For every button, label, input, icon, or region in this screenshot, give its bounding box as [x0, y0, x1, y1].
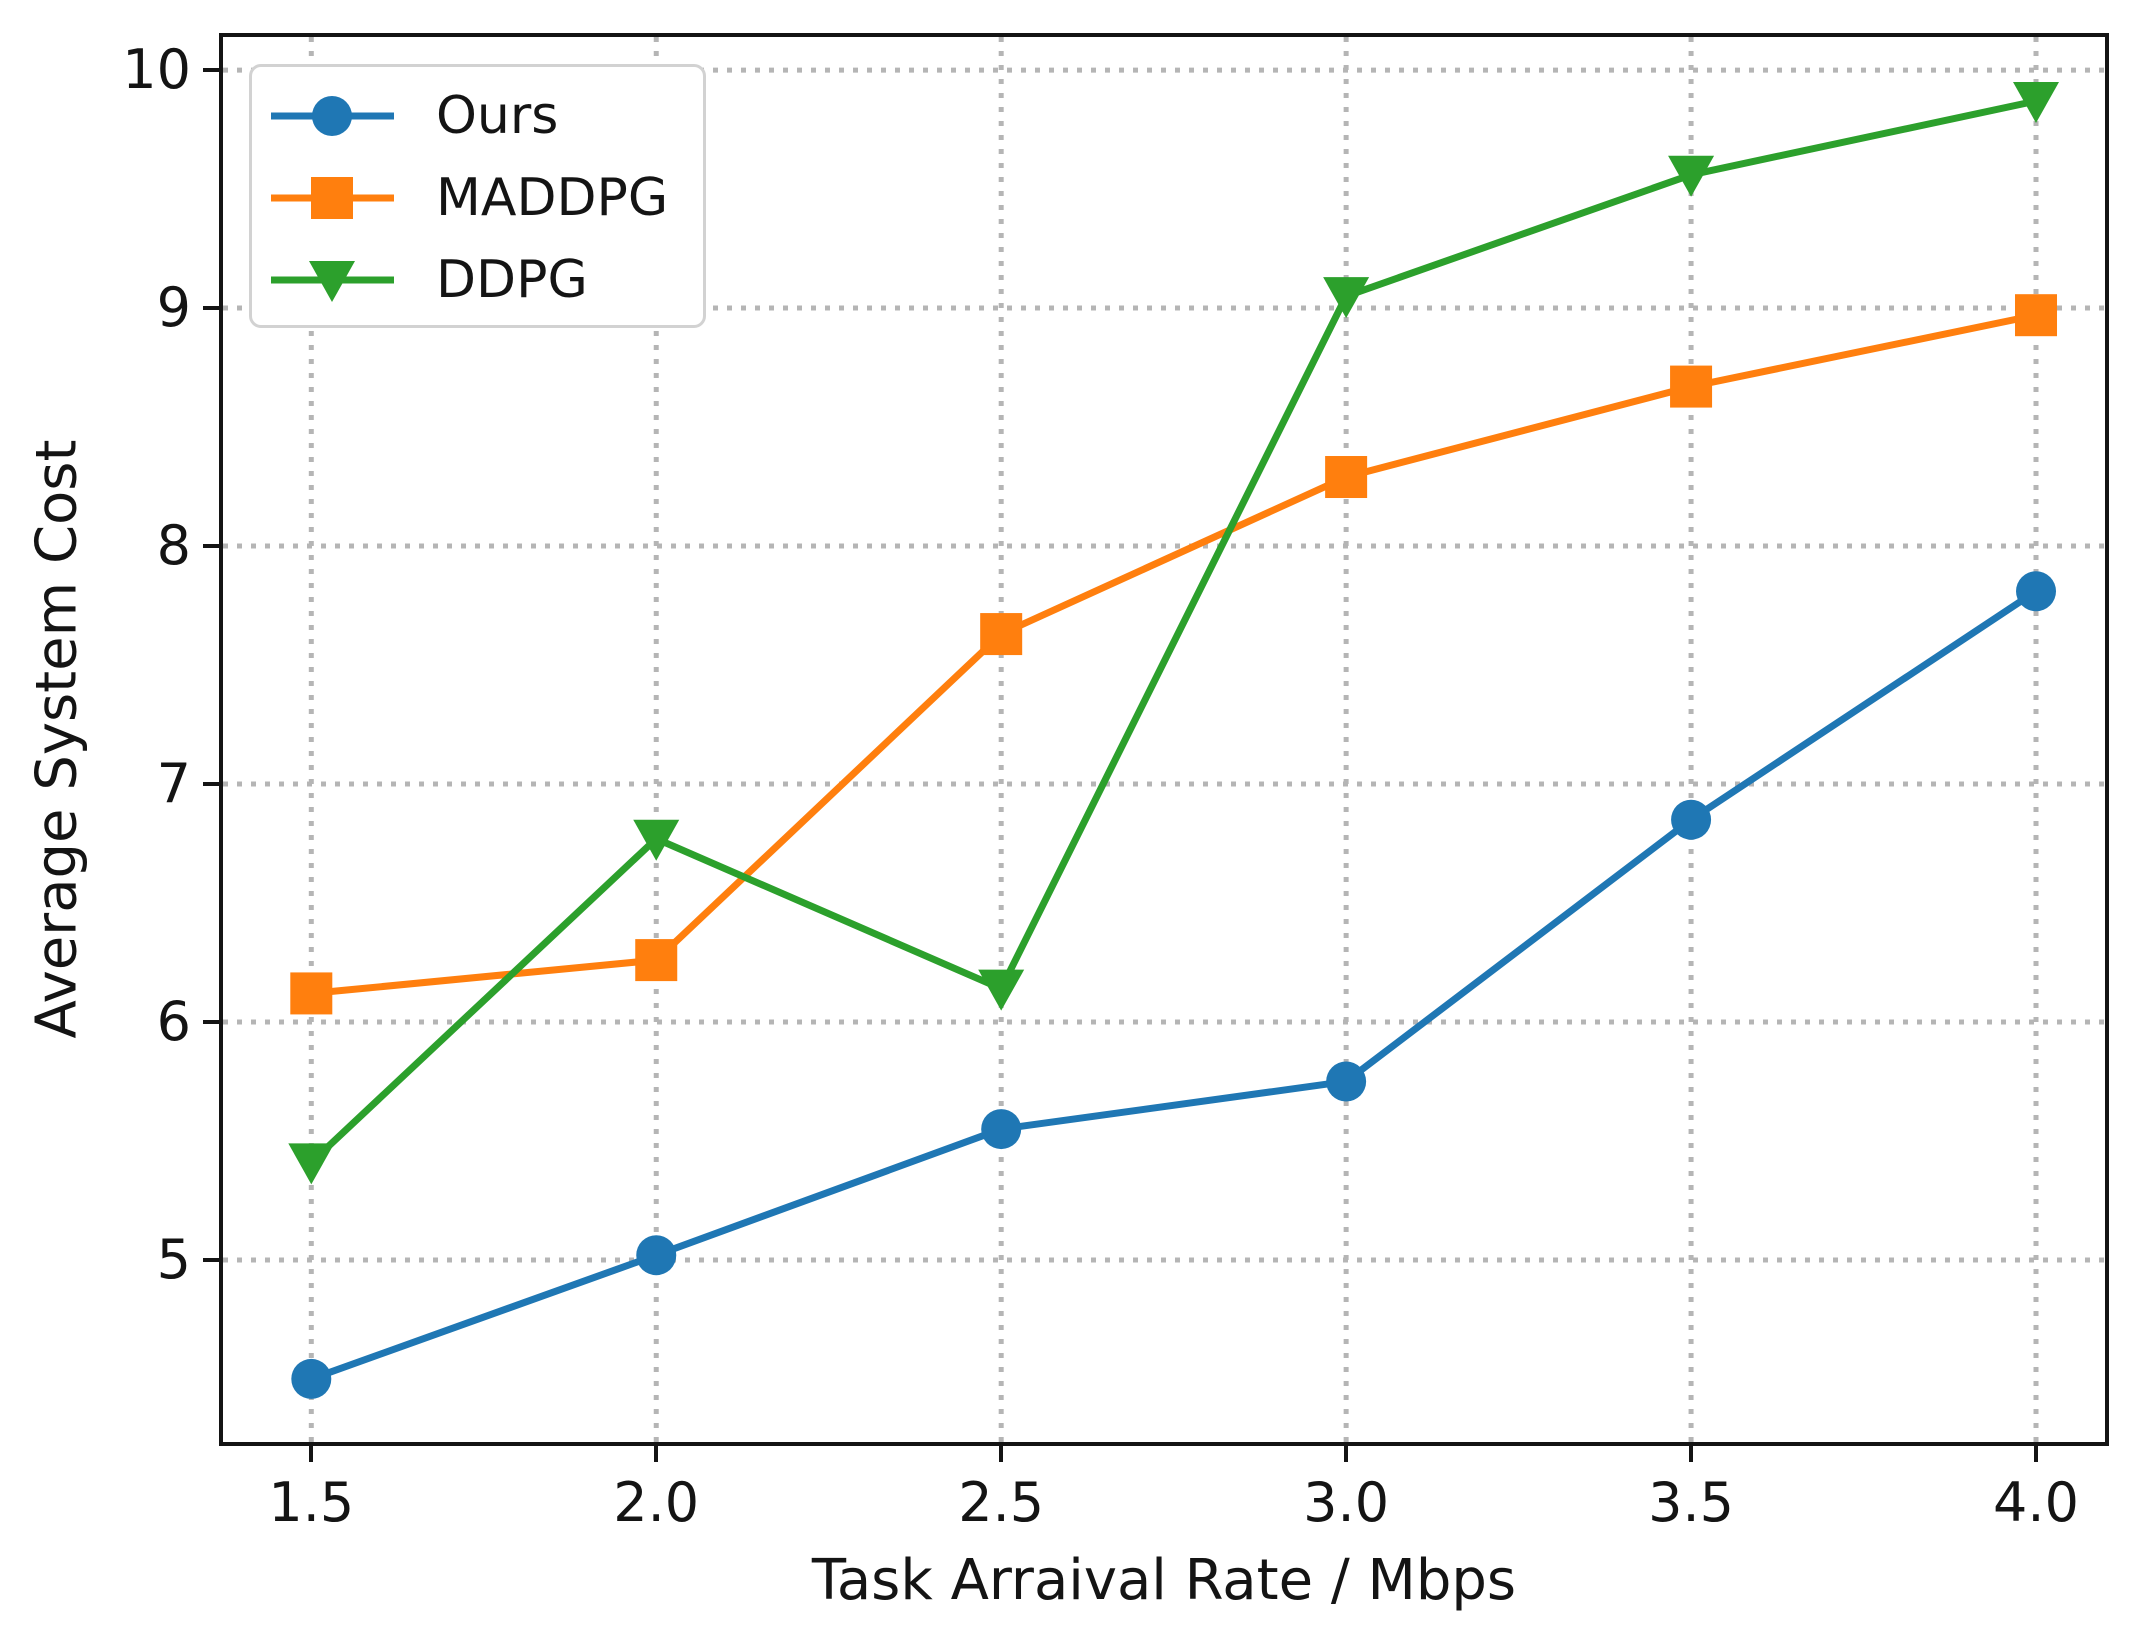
y-tick-mark	[203, 544, 219, 549]
y-tick-mark	[203, 1019, 219, 1024]
x-tick-mark	[309, 1446, 314, 1462]
legend-swatch-maddpg	[271, 177, 394, 219]
legend-swatch-ddpg	[271, 261, 394, 302]
x-tick-mark	[2034, 1446, 2038, 1462]
legend-swatch-ours	[271, 96, 394, 136]
legend-entry-maddpg: MADDPG	[252, 157, 703, 239]
legend-entry-ddpg: DDPG	[252, 239, 703, 321]
chart-canvas	[223, 37, 2105, 1442]
x-tick-label: 3.5	[1648, 1471, 1734, 1534]
y-tick-label: 8	[156, 514, 191, 578]
y-tick-label: 7	[156, 752, 191, 815]
y-tick-mark	[203, 782, 219, 786]
x-axis-label: Task Arraival Rate / Mbps	[811, 1548, 1517, 1613]
y-tick-label: 6	[156, 989, 191, 1053]
x-tick-label: 2.5	[958, 1471, 1045, 1534]
legend-entry-ours: Ours	[252, 75, 703, 157]
x-tick-mark	[1689, 1446, 1694, 1462]
legend-label-ddpg: DDPG	[436, 250, 588, 310]
x-tick-label: 1.5	[268, 1471, 355, 1534]
legend-label-ours: Ours	[436, 86, 559, 146]
y-tick-label: 9	[156, 276, 191, 340]
y-tick-mark	[203, 1257, 219, 1262]
legend-label-maddpg: MADDPG	[436, 168, 669, 228]
x-tick-mark	[654, 1446, 659, 1462]
x-tick-label: 4.0	[1993, 1471, 2079, 1534]
y-tick-mark	[203, 68, 219, 73]
y-tick-mark	[203, 306, 219, 311]
legend: Ours MADDPG DDPG	[249, 64, 706, 328]
y-tick-label: 5	[156, 1227, 191, 1291]
x-tick-label: 3.0	[1303, 1471, 1390, 1534]
x-tick-label: 2.0	[613, 1471, 700, 1534]
x-tick-mark	[1344, 1446, 1349, 1462]
y-tick-label: 10	[122, 38, 191, 102]
x-tick-mark	[999, 1446, 1004, 1462]
